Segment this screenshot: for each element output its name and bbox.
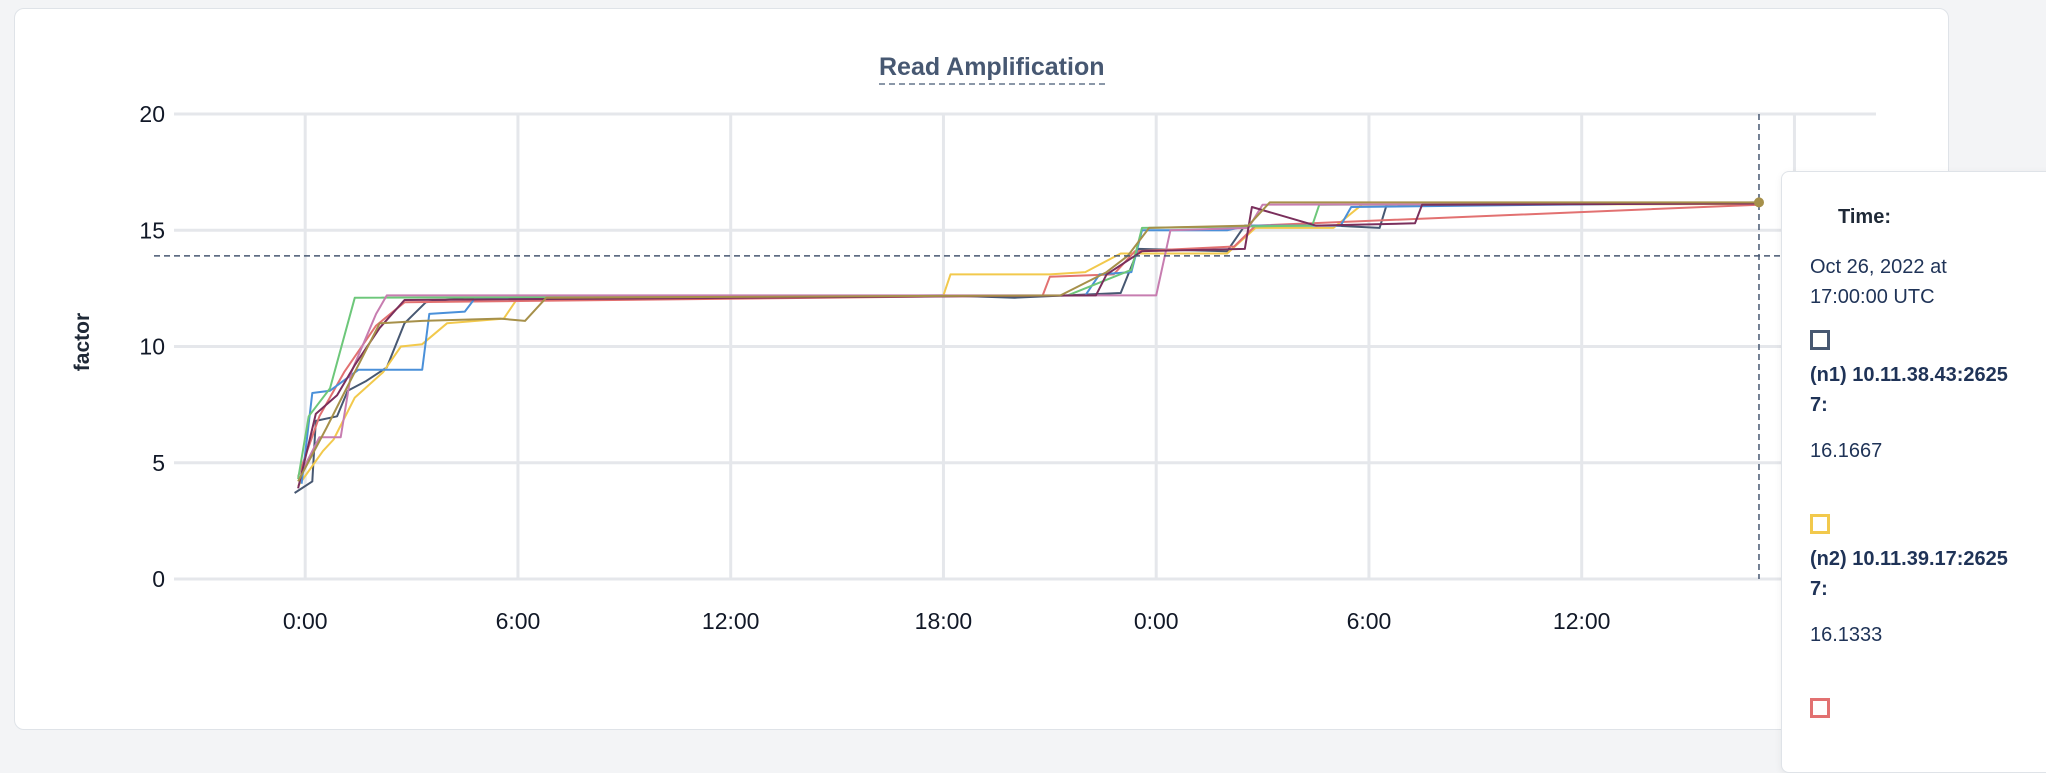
x-tick-label: 12:00 <box>1553 608 1611 634</box>
y-tick-label: 10 <box>139 334 165 360</box>
tooltip-time-value: Oct 26, 2022 at 17:00:00 UTC <box>1810 256 1947 308</box>
y-tick-label: 0 <box>152 566 165 592</box>
series-swatch-icon <box>1810 330 1830 350</box>
hover-point <box>1753 197 1764 208</box>
tooltip-series-n2: (n2) 10.11.39.17:26257: 16.1333 <box>1810 514 2046 647</box>
tooltip-series-name: (n2) 10.11.39.17:26257: <box>1810 548 2008 600</box>
x-tick-label: 12:00 <box>702 608 760 634</box>
x-tick-label: 0:00 <box>1134 608 1179 634</box>
tooltip-time-label: Time: <box>1838 206 1891 228</box>
x-tick-label: 18:00 <box>915 608 973 634</box>
chart-card: Read Amplification <box>14 8 1949 730</box>
y-tick-label: 5 <box>152 450 165 476</box>
tooltip-series-value: 16.1667 <box>1810 440 1883 462</box>
x-tick-label: 0:00 <box>283 608 328 634</box>
chart-title[interactable]: Read Amplification <box>879 53 1105 85</box>
series-line-8 <box>297 201 1759 482</box>
series-line-3 <box>297 203 1760 478</box>
hover-tooltip: Time: Oct 26, 2022 at 17:00:00 UTC (n1) … <box>1781 171 2046 773</box>
series-line-7 <box>297 202 1760 489</box>
tooltip-series-n1: (n1) 10.11.38.43:26257: 16.1667 <box>1810 330 2046 463</box>
x-tick-label: 6:00 <box>1347 608 1392 634</box>
series-line-4 <box>300 201 1760 484</box>
series-line-5 <box>297 201 1760 480</box>
series-swatch-icon <box>1810 514 1830 534</box>
x-tick-label: 6:00 <box>496 608 541 634</box>
tooltip-series-value: 16.1333 <box>1810 624 1883 646</box>
tooltip-series-name: (n1) 10.11.38.43:26257: <box>1810 364 2008 416</box>
y-tick-label: 15 <box>139 217 165 243</box>
tooltip-series-n3 <box>1810 698 2046 728</box>
y-tick-label: 20 <box>139 101 165 127</box>
series-swatch-icon <box>1810 698 1830 718</box>
series-line-6 <box>300 202 1760 473</box>
